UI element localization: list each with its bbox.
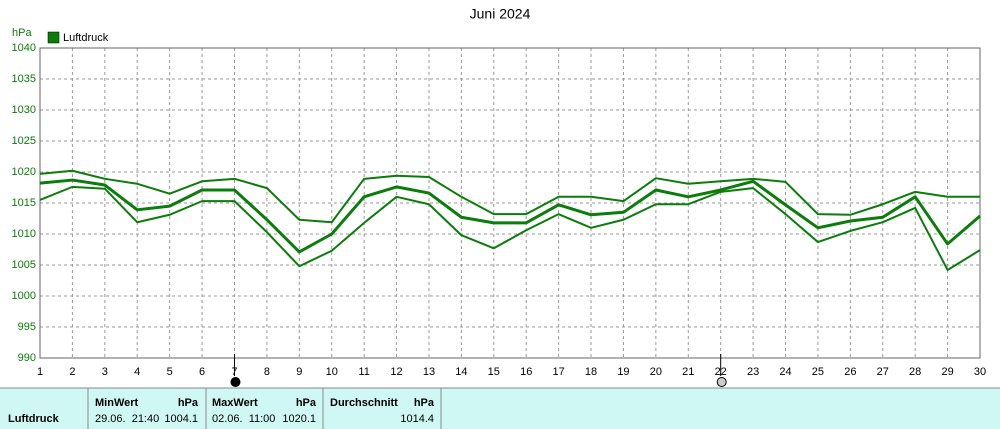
series-line bbox=[39, 169, 980, 224]
column-title: MaxWert bbox=[212, 397, 258, 409]
y-tick-label: 1000 bbox=[12, 290, 36, 302]
series-line bbox=[39, 185, 981, 271]
y-tick-label: 1020 bbox=[12, 166, 36, 178]
day-marker bbox=[230, 377, 241, 387]
x-tick-label: 26 bbox=[844, 366, 856, 378]
y-tick-label: 990 bbox=[18, 352, 36, 364]
x-tick-label: 15 bbox=[488, 366, 500, 378]
column-value: 1004.1 bbox=[164, 413, 198, 425]
column-time: 02.06. 11:00 bbox=[212, 413, 275, 425]
x-tick-label: 25 bbox=[812, 366, 824, 378]
y-tick-label: 995 bbox=[18, 321, 36, 333]
column-unit: hPa bbox=[178, 397, 199, 409]
column-value: 1020.1 bbox=[282, 413, 316, 425]
y-tick-label: 1015 bbox=[12, 197, 36, 209]
x-tick-label: 18 bbox=[585, 366, 597, 378]
column-unit: hPa bbox=[414, 397, 435, 409]
x-tick-label: 21 bbox=[682, 366, 694, 378]
column-unit: hPa bbox=[296, 397, 317, 409]
y-tick-label: 1005 bbox=[12, 259, 36, 271]
x-tick-label: 28 bbox=[909, 366, 921, 378]
x-tick-label: 20 bbox=[650, 366, 662, 378]
x-tick-label: 3 bbox=[102, 366, 108, 378]
x-tick-label: 9 bbox=[296, 366, 302, 378]
y-tick-label: 1040 bbox=[12, 42, 36, 54]
chart-title: Juni 2024 bbox=[470, 6, 531, 22]
x-tick-label: 14 bbox=[455, 366, 467, 378]
x-tick-label: 30 bbox=[974, 366, 986, 378]
column-value: 1014.4 bbox=[400, 413, 434, 425]
legend-label: Luftdruck bbox=[63, 32, 109, 44]
x-tick-label: 19 bbox=[617, 366, 629, 378]
table-row-label: Luftdruck bbox=[8, 413, 60, 425]
x-tick-label: 2 bbox=[69, 366, 75, 378]
column-title: MinWert bbox=[95, 397, 139, 409]
column-time: 29.06. 21:40 bbox=[95, 413, 159, 425]
x-tick-label: 23 bbox=[747, 366, 759, 378]
day-marker bbox=[716, 377, 727, 387]
x-tick-label: 11 bbox=[358, 366, 369, 378]
y-tick-label: 1010 bbox=[12, 228, 36, 240]
x-tick-label: 5 bbox=[167, 366, 173, 378]
column-title: Durchschnitt bbox=[330, 397, 398, 409]
stats-table bbox=[0, 388, 1000, 429]
x-tick-label: 13 bbox=[423, 366, 435, 378]
legend-swatch bbox=[47, 31, 60, 44]
x-tick-label: 1 bbox=[37, 366, 43, 378]
plot-border bbox=[39, 47, 981, 359]
y-tick-label: 1035 bbox=[12, 73, 36, 85]
x-tick-label: 12 bbox=[390, 366, 402, 378]
series-line bbox=[39, 178, 981, 254]
x-tick-label: 6 bbox=[199, 366, 205, 378]
x-tick-label: 17 bbox=[552, 366, 564, 378]
x-tick-label: 16 bbox=[520, 366, 532, 378]
x-tick-label: 27 bbox=[877, 366, 889, 378]
y-axis-label: hPa bbox=[12, 27, 32, 39]
y-tick-label: 1030 bbox=[12, 104, 36, 116]
x-tick-label: 29 bbox=[941, 366, 953, 378]
x-tick-label: 10 bbox=[326, 366, 338, 378]
x-tick-label: 24 bbox=[779, 366, 791, 378]
x-tick-label: 4 bbox=[134, 366, 140, 378]
y-tick-label: 1025 bbox=[12, 135, 36, 147]
x-tick-label: 8 bbox=[264, 366, 270, 378]
